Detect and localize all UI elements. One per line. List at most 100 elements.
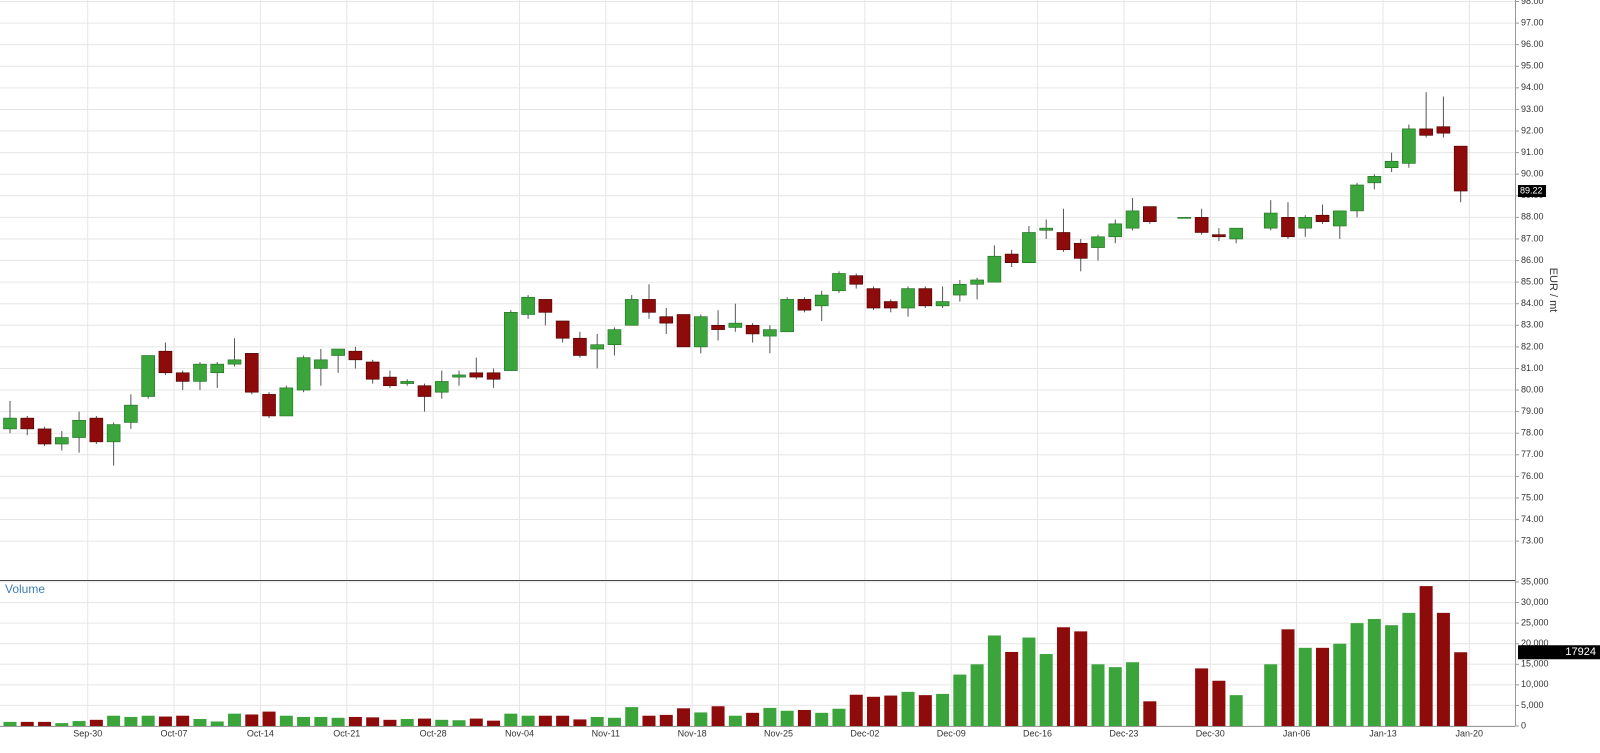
volume-bar xyxy=(366,717,380,726)
candle-body xyxy=(1073,242,1088,259)
y-tick-label: 77.00 xyxy=(1521,449,1544,459)
candle-body xyxy=(538,299,553,313)
volume-bar xyxy=(918,695,932,726)
x-tick-label: Jan-13 xyxy=(1369,728,1397,738)
candle-body xyxy=(37,428,52,445)
candle-body xyxy=(383,376,397,387)
candle-body xyxy=(555,320,570,339)
candle-body xyxy=(814,294,829,307)
y2-tick-label: 10,000 xyxy=(1521,679,1549,689)
candle-body xyxy=(89,417,104,443)
volume-bar xyxy=(400,719,414,726)
candle-body xyxy=(1194,217,1209,233)
plot-background xyxy=(0,0,1515,726)
candle-body xyxy=(935,301,950,307)
volume-bar xyxy=(936,693,950,726)
volume-bar xyxy=(1229,695,1243,726)
volume-bar xyxy=(158,716,172,726)
candle-body xyxy=(590,344,604,350)
volume-bar xyxy=(348,716,362,726)
volume-bar xyxy=(573,719,587,726)
y-tick-label: 83.00 xyxy=(1521,320,1544,330)
x-tick-label: Oct-21 xyxy=(333,728,360,738)
volume-bar xyxy=(763,707,777,726)
candle-body xyxy=(1298,217,1313,229)
candle-body xyxy=(1419,128,1433,136)
volume-bar xyxy=(1454,652,1468,726)
last-price-flag xyxy=(1518,185,1546,198)
candle-body xyxy=(521,296,535,315)
y-tick-label: 94.00 xyxy=(1521,82,1544,92)
candle-body xyxy=(124,404,138,423)
candle-body xyxy=(849,275,864,285)
last-volume-flag xyxy=(1518,645,1600,660)
volume-bar xyxy=(107,715,121,726)
y-tick-label: 81.00 xyxy=(1521,363,1544,373)
candle-body xyxy=(400,381,415,384)
x-tick-label: Oct-14 xyxy=(247,728,274,738)
candle-body xyxy=(763,329,777,337)
candle-body xyxy=(279,387,294,417)
candle-body xyxy=(711,324,725,330)
volume-bar xyxy=(245,714,259,726)
volume-bar xyxy=(521,715,535,726)
candle-body xyxy=(158,350,173,374)
y-tick-label: 95.00 xyxy=(1521,61,1544,71)
candle-body xyxy=(953,283,967,296)
y-tick-label: 86.00 xyxy=(1521,255,1544,265)
volume-bar xyxy=(607,717,621,726)
volume-bar xyxy=(953,674,967,726)
volume-bar xyxy=(72,721,86,726)
candle-body xyxy=(728,322,743,328)
x-tick-label: Nov-18 xyxy=(678,728,707,738)
volume-bar xyxy=(314,716,328,726)
candle-body xyxy=(1332,210,1347,227)
volume-bar xyxy=(815,712,829,726)
y2-tick-label: 35,000 xyxy=(1521,576,1549,586)
volume-bar xyxy=(89,719,103,726)
y-tick-label: 90.00 xyxy=(1521,169,1544,179)
volume-bar xyxy=(797,709,811,726)
y-tick-label: 74.00 xyxy=(1521,514,1544,524)
volume-bar xyxy=(970,664,984,726)
y2-tick-label: 15,000 xyxy=(1521,659,1549,669)
x-tick-label: Dec-16 xyxy=(1023,728,1052,738)
volume-bar xyxy=(1143,701,1157,726)
candle-body xyxy=(55,437,69,445)
volume-bar xyxy=(383,719,397,726)
y-tick-label: 79.00 xyxy=(1521,406,1544,416)
candle-body xyxy=(210,363,225,374)
candle-body xyxy=(486,372,501,380)
volume-bar xyxy=(849,694,863,726)
candle-body xyxy=(504,312,518,371)
candle-body xyxy=(832,273,846,292)
volume-bar xyxy=(417,718,431,726)
volume-bar xyxy=(832,708,846,726)
candle-body xyxy=(72,419,86,438)
volume-bar xyxy=(1126,662,1140,726)
volume-bar xyxy=(1350,623,1364,726)
candle-body xyxy=(1384,160,1399,169)
candle-body xyxy=(1263,212,1278,229)
candle-body xyxy=(227,359,242,365)
volume-label: Volume xyxy=(5,582,45,596)
volume-bar xyxy=(538,715,552,726)
candle-body xyxy=(1039,227,1053,231)
y-tick-label: 98.00 xyxy=(1521,0,1544,6)
last-volume-label: 17924 xyxy=(1565,646,1596,658)
candle-body xyxy=(469,372,484,378)
candle-body xyxy=(1436,126,1451,134)
candle-body xyxy=(624,299,639,326)
volume-bar xyxy=(728,715,742,726)
candle-body xyxy=(20,417,35,430)
volume-bar xyxy=(297,716,311,726)
last-price-label: 89.22 xyxy=(1520,185,1543,195)
y-tick-label: 93.00 xyxy=(1521,104,1544,114)
volume-bar xyxy=(210,721,224,726)
volume-bar xyxy=(987,635,1001,726)
y2-tick-label: 5,000 xyxy=(1521,700,1544,710)
candle-body xyxy=(659,316,674,324)
candle-body xyxy=(331,348,345,356)
candle-body xyxy=(918,288,933,307)
